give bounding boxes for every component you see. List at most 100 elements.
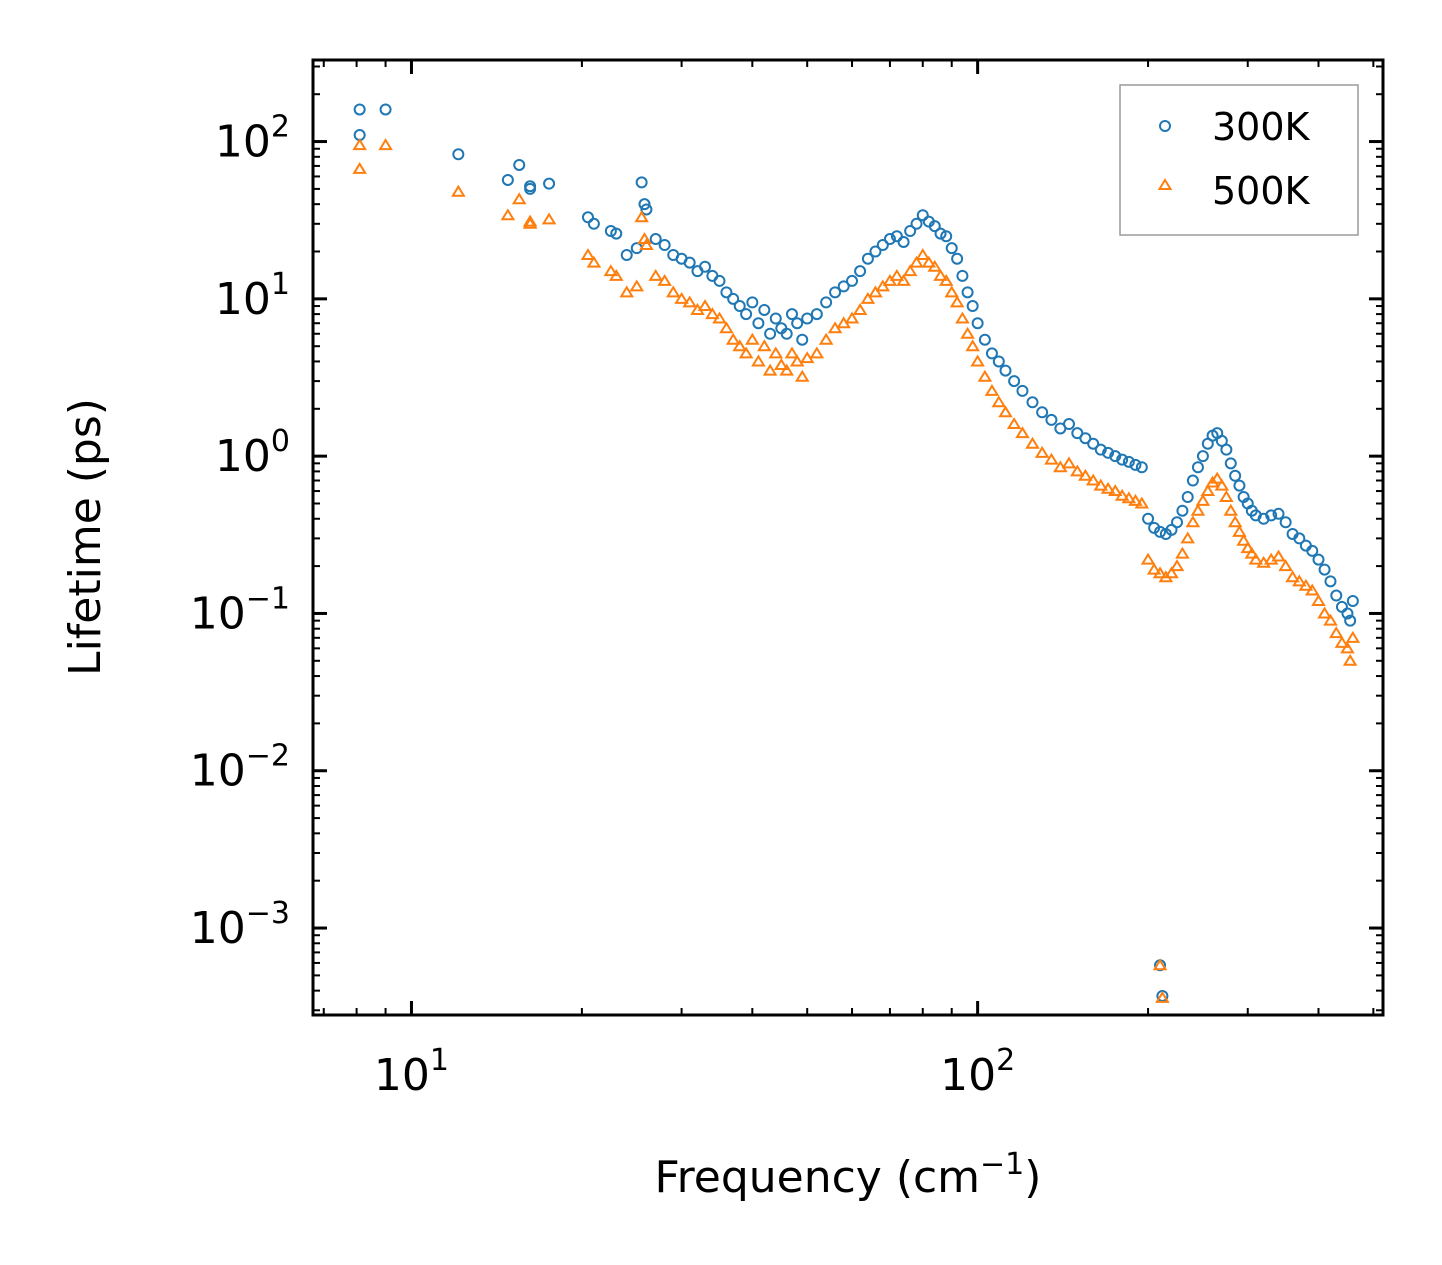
data-point-300k [1026,396,1039,409]
data-point-300k [780,327,793,340]
data-point-500k [1061,456,1077,469]
legend: 300K 500K [1119,84,1359,236]
data-point-300k [1220,443,1233,456]
data-point-500k [1152,566,1168,579]
data-point-500k [1152,958,1168,971]
data-point-500k [629,279,645,292]
data-point-300k [581,211,594,224]
data-point-500k [732,339,748,352]
data-point-300k [910,217,923,230]
data-point-500k [1015,426,1030,439]
data-point-300k [720,286,733,299]
data-point-500k [794,369,810,382]
data-point-300k [1233,479,1246,492]
data-point-300k [706,269,719,282]
data-point-500k [774,358,789,370]
data-point-300k [610,227,623,240]
data-point-300k [897,235,910,248]
data-point-300k [620,249,633,262]
y-tick-label: 10−3 [190,896,290,954]
data-point-500k [1219,490,1234,502]
data-point-500k [603,264,619,277]
data-point-500k [1340,641,1355,654]
data-point-300k [883,233,896,246]
data-point-500k [1328,626,1344,639]
data-point-300k [587,217,600,230]
data-point-500k [1140,552,1156,565]
data-point-300k [1062,418,1075,431]
data-point-500k [1304,583,1320,596]
x-axis-title-sup: −1 [980,1147,1024,1182]
data-point-300k [854,265,867,278]
data-point-500k [868,285,883,298]
data-point-500k [352,138,367,151]
data-point-300k [727,292,740,305]
data-point-500k [909,255,924,268]
data-point-500k [541,212,557,225]
data-point-500k [998,405,1013,418]
data-point-300k [1318,563,1331,576]
data-point-500k [1121,491,1137,504]
data-point-500k [1093,478,1109,491]
data-point-300k [916,209,929,222]
data-point-500k [1292,574,1307,587]
data-point-300k [353,103,366,116]
data-point-300k [810,308,823,321]
data-point-500k [896,274,911,286]
data-point-500k [522,216,538,229]
data-point-300k [1330,589,1343,602]
data-point-300k [683,256,696,269]
y-tick-base: 10 [190,588,246,639]
x-tick-label: 102 [940,1043,1015,1101]
data-point-300k [945,242,958,255]
data-point-500k [1155,990,1170,1003]
data-point-500k [779,363,794,376]
data-point-500k [1298,578,1314,591]
data-point-300k [758,303,771,316]
data-point-500k [809,346,825,359]
data-point-300k [971,317,984,330]
data-point-500k [1025,436,1040,449]
data-point-500k [682,295,697,308]
legend-marker-300k [1159,120,1171,132]
data-point-500k [1034,445,1050,458]
data-point-300k [543,177,556,190]
x-tick-label: 101 [374,1043,449,1101]
data-point-300k [452,148,465,161]
x-tick-exponent: 2 [996,1043,1015,1078]
data-point-300k [961,286,974,299]
data-point-300k [1293,532,1306,545]
data-point-300k [1176,504,1189,517]
data-point-500k [648,268,663,281]
x-tick-base: 10 [940,1050,996,1101]
y-tick-exponent: 1 [271,267,290,302]
legend-box [1119,84,1359,236]
data-point-500k [1185,515,1201,528]
data-point-300k [1142,512,1155,525]
data-point-300k [1257,512,1270,525]
data-point-500k [608,268,624,281]
data-point-500k [1248,552,1264,565]
data-point-300k [951,252,964,265]
legend-marker-500k [1157,178,1173,190]
data-point-300k [801,312,814,325]
data-point-300k [1341,607,1354,620]
data-point-500k [738,346,754,359]
plot-frame [311,58,1385,1017]
y-tick-base: 10 [190,746,246,797]
data-point-500k [1209,471,1225,484]
data-point-300k [820,296,833,309]
x-tick-exponent: 1 [430,1043,449,1078]
data-point-500k [1085,473,1101,486]
data-point-500k [902,264,918,277]
data-point-300k [1045,413,1058,426]
data-point-500k [580,248,596,261]
series-500k [352,138,1361,1003]
data-point-300k [513,158,526,171]
data-point-300k [640,203,653,216]
data-point-300k [876,238,889,251]
data-point-500k [1164,566,1179,579]
data-point-500k [915,248,931,261]
data-point-300k [837,280,850,293]
